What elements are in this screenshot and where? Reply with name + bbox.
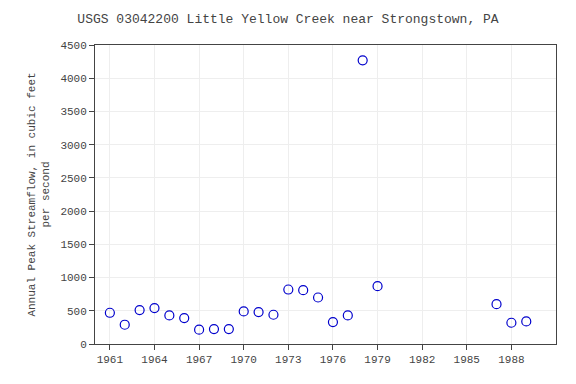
svg-text:1961: 1961 bbox=[97, 354, 124, 366]
svg-text:1964: 1964 bbox=[141, 354, 168, 366]
svg-text:1982: 1982 bbox=[409, 354, 435, 366]
svg-text:1970: 1970 bbox=[231, 354, 257, 366]
svg-text:1988: 1988 bbox=[498, 354, 524, 366]
svg-text:3500: 3500 bbox=[60, 106, 86, 118]
svg-text:USGS 03042200 Little Yellow Cr: USGS 03042200 Little Yellow Creek near S… bbox=[77, 12, 498, 27]
svg-text:3000: 3000 bbox=[60, 140, 86, 152]
svg-text:1973: 1973 bbox=[275, 354, 301, 366]
svg-text:1976: 1976 bbox=[320, 354, 346, 366]
svg-text:4000: 4000 bbox=[60, 73, 86, 85]
svg-text:0: 0 bbox=[80, 339, 87, 351]
svg-text:1967: 1967 bbox=[186, 354, 212, 366]
svg-text:4500: 4500 bbox=[60, 40, 86, 52]
svg-text:1985: 1985 bbox=[454, 354, 480, 366]
svg-text:1500: 1500 bbox=[60, 239, 86, 251]
svg-text:500: 500 bbox=[67, 306, 87, 318]
svg-text:1000: 1000 bbox=[60, 272, 86, 284]
svg-text:2500: 2500 bbox=[60, 173, 86, 185]
svg-text:1979: 1979 bbox=[364, 354, 390, 366]
svg-text:2000: 2000 bbox=[60, 206, 86, 218]
svg-text:Annual Peak Streamflow, in cub: Annual Peak Streamflow, in cubic feetper… bbox=[26, 72, 52, 316]
